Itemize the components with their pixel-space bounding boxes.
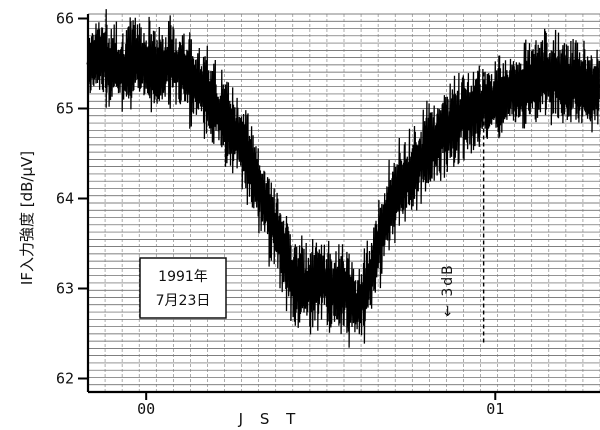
data-point <box>319 278 323 281</box>
scale-marker-label: ← 3dB <box>440 263 456 317</box>
data-point <box>435 138 439 142</box>
data-point <box>586 89 590 92</box>
data-point <box>284 260 288 263</box>
data-point <box>365 287 369 290</box>
data-point <box>121 66 125 70</box>
data-point <box>342 287 346 290</box>
data-point <box>517 89 521 92</box>
data-point <box>98 53 102 56</box>
data-point <box>202 89 206 92</box>
data-point <box>493 98 497 101</box>
data-point <box>551 75 555 79</box>
data-point <box>458 116 462 119</box>
y-tick-label: 63 <box>56 280 74 298</box>
data-point <box>214 107 218 110</box>
data-point <box>447 125 451 128</box>
tick-labels: 62 63 64 65 66 00 01 <box>56 10 504 419</box>
data-point <box>307 287 311 290</box>
data-point <box>272 224 276 227</box>
x-tick-label: 01 <box>486 400 504 418</box>
data-point <box>505 89 509 92</box>
data-point <box>179 66 183 70</box>
annotation-date: 7月23日 <box>156 293 211 309</box>
data-point <box>400 183 404 187</box>
x-tick-label: 00 <box>137 400 155 418</box>
data-point <box>389 201 393 205</box>
data-point <box>261 197 265 200</box>
data-point <box>167 62 171 65</box>
data-point <box>482 102 486 106</box>
data-point <box>109 62 113 65</box>
data-point <box>528 80 532 83</box>
data-point <box>412 165 416 169</box>
data-point <box>470 107 474 110</box>
x-axis-label: J S T <box>238 410 302 428</box>
annotation-year: 1991年 <box>158 269 208 285</box>
axes <box>78 14 600 400</box>
data-point <box>575 80 579 83</box>
y-axis-label: IF入力強度 [dB/μV] <box>18 151 36 285</box>
y-tick-label: 65 <box>56 100 74 118</box>
data-point <box>144 62 148 65</box>
y-tick-label: 62 <box>56 370 74 388</box>
data-point <box>237 134 241 137</box>
data-point <box>540 75 544 79</box>
series-layer <box>86 9 600 348</box>
data-point <box>249 161 253 164</box>
annotation-box: 1991年 7月23日 <box>139 257 227 319</box>
data-point <box>295 282 299 286</box>
data-point <box>156 71 160 74</box>
data-point <box>563 84 567 88</box>
data-point <box>423 152 427 155</box>
data-point <box>377 242 381 245</box>
data-point <box>330 291 334 295</box>
data-point <box>354 305 358 308</box>
data-point <box>191 80 195 83</box>
data-point <box>226 125 230 128</box>
data-point <box>133 57 137 61</box>
y-tick-label: 66 <box>56 10 74 28</box>
y-tick-label: 64 <box>56 190 74 208</box>
